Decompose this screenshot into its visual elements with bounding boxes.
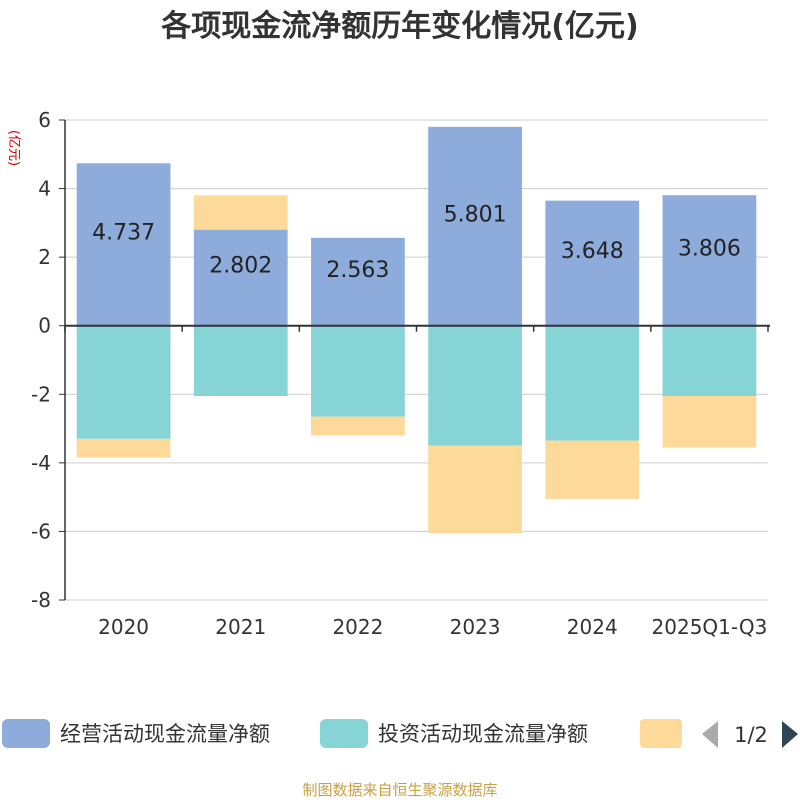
legend-swatch-operating	[2, 719, 50, 748]
y-tick-label: 2	[38, 245, 51, 269]
bar-financing-2021[interactable]	[193, 195, 288, 230]
bar-value-label: 4.737	[92, 221, 155, 246]
y-tick-label: -8	[31, 588, 51, 612]
bar-investing-2023[interactable]	[428, 325, 522, 446]
bar-operating-2021[interactable]	[193, 229, 288, 326]
bar-investing-2025Q1-Q3[interactable]	[662, 325, 757, 396]
y-tick-label: 0	[38, 314, 51, 338]
legend-item-financing[interactable]	[640, 719, 682, 748]
bar-investing-2022[interactable]	[311, 325, 405, 417]
bar-operating-2022[interactable]	[311, 237, 405, 326]
bar-investing-2021[interactable]	[193, 325, 288, 396]
bar-value-label: 5.801	[444, 202, 507, 227]
legend-label-operating: 经营活动现金流量净额	[60, 722, 270, 746]
legend-next-arrow-icon[interactable]	[782, 721, 798, 748]
legend-prev-arrow-icon[interactable]	[702, 721, 718, 748]
y-tick-label: 6	[38, 108, 51, 132]
legend-swatch-financing	[640, 719, 682, 748]
bar-financing-2020[interactable]	[76, 438, 171, 458]
y-tick-label: -6	[31, 519, 51, 543]
bar-financing-2022[interactable]	[311, 416, 405, 436]
y-axis-unit-label: (亿元)	[6, 130, 21, 166]
y-tick-label: -4	[31, 451, 51, 475]
axes: 6 4 2 0 -2 -4 -6 -8 2020 2021 2022 2023 2024 2025Q1-Q…	[31, 108, 770, 639]
y-tick-label: 4	[38, 177, 51, 201]
x-tick-label: 2020	[98, 615, 149, 639]
legend: 经营活动现金流量净额 投资活动现金流量净额 1/2	[2, 719, 798, 748]
bar-value-label: 3.806	[678, 236, 741, 261]
bar-investing-2020[interactable]	[76, 325, 171, 439]
bar-financing-2025Q1-Q3[interactable]	[662, 396, 757, 448]
data-labels: 4.737 2.802 2.563 5.801 3.648 3.806	[92, 202, 741, 283]
legend-swatch-investing	[320, 719, 368, 748]
bar-value-label: 2.563	[326, 258, 389, 283]
x-tick-label: 2021	[215, 615, 266, 639]
x-tick-label: 2023	[450, 615, 501, 639]
y-tick-label: -2	[31, 382, 51, 406]
x-tick-label: 2022	[332, 615, 383, 639]
bar-operating-2023[interactable]	[428, 126, 522, 326]
bar-operating-2020[interactable]	[76, 163, 171, 326]
grid-lines	[65, 119, 768, 601]
bar-investing-2024[interactable]	[545, 325, 640, 441]
bar-series	[76, 126, 757, 534]
x-tick-label: 2025Q1-Q3	[652, 615, 768, 639]
chart-title: 各项现金流净额历年变化情况(亿元)	[160, 9, 638, 44]
legend-item-operating[interactable]: 经营活动现金流量净额	[2, 719, 270, 748]
bar-operating-2024[interactable]	[545, 200, 640, 326]
bar-value-label: 2.802	[209, 254, 272, 279]
bar-financing-2024[interactable]	[545, 440, 640, 499]
bar-operating-2025Q1-Q3[interactable]	[662, 195, 757, 326]
bar-financing-2023[interactable]	[428, 445, 522, 534]
legend-label-investing: 投资活动现金流量净额	[378, 722, 588, 746]
legend-item-investing[interactable]: 投资活动现金流量净额	[320, 719, 588, 748]
bar-value-label: 3.648	[561, 239, 624, 264]
x-tick-label: 2024	[567, 615, 618, 639]
legend-page-indicator: 1/2	[734, 723, 768, 747]
data-source-note: 制图数据来自恒生聚源数据库	[302, 781, 497, 799]
